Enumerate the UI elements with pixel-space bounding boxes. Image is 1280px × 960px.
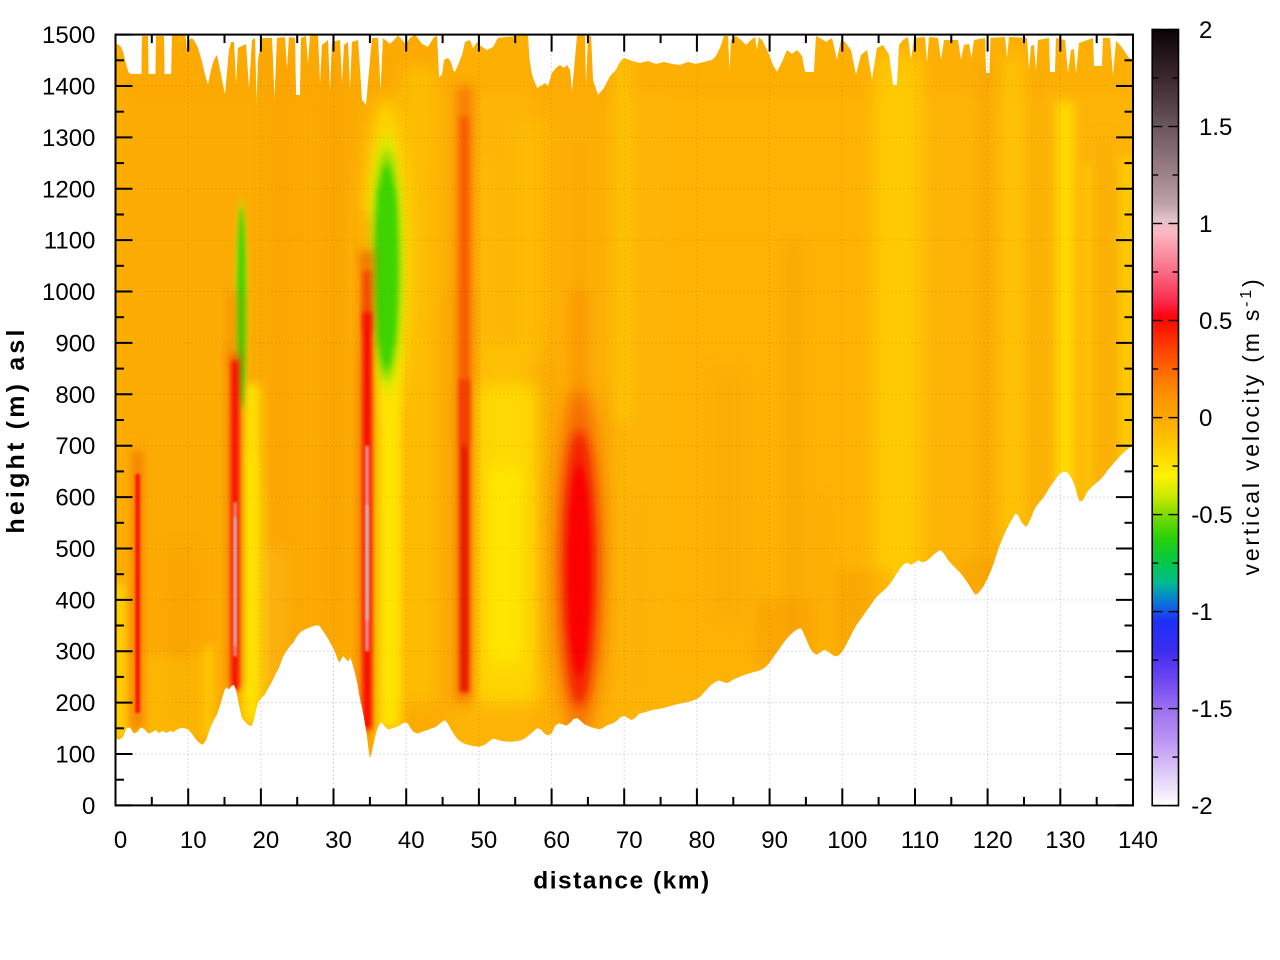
svg-text:-0.5: -0.5 xyxy=(1191,502,1232,529)
svg-text:0: 0 xyxy=(114,827,127,854)
svg-text:70: 70 xyxy=(616,827,643,854)
svg-text:1: 1 xyxy=(1199,211,1212,238)
svg-text:600: 600 xyxy=(55,485,95,512)
svg-text:0.5: 0.5 xyxy=(1199,308,1232,335)
svg-text:800: 800 xyxy=(55,382,95,409)
svg-text:500: 500 xyxy=(55,536,95,563)
svg-text:2: 2 xyxy=(1199,17,1212,44)
svg-text:-1.5: -1.5 xyxy=(1191,696,1232,723)
svg-text:700: 700 xyxy=(55,433,95,460)
svg-text:-1: -1 xyxy=(1191,599,1212,626)
svg-text:130: 130 xyxy=(1045,827,1085,854)
svg-text:vertical velocity (m s-1): vertical velocity (m s-1) xyxy=(1238,277,1264,576)
svg-text:30: 30 xyxy=(325,827,352,854)
svg-text:0: 0 xyxy=(1199,405,1212,432)
svg-text:distance (km): distance (km) xyxy=(533,868,710,895)
svg-text:200: 200 xyxy=(55,690,95,717)
svg-text:1.5: 1.5 xyxy=(1199,114,1232,141)
svg-text:height (m) asl: height (m) asl xyxy=(2,326,30,533)
svg-text:1200: 1200 xyxy=(42,176,95,203)
svg-text:0: 0 xyxy=(82,793,95,820)
svg-text:40: 40 xyxy=(398,827,425,854)
svg-text:1000: 1000 xyxy=(42,279,95,306)
svg-text:110: 110 xyxy=(901,827,939,854)
svg-text:90: 90 xyxy=(761,827,788,854)
svg-text:-2: -2 xyxy=(1191,793,1212,820)
svg-text:400: 400 xyxy=(55,587,95,614)
svg-text:140: 140 xyxy=(1118,827,1158,854)
svg-text:60: 60 xyxy=(543,827,570,854)
svg-text:1100: 1100 xyxy=(44,228,96,255)
svg-text:10: 10 xyxy=(180,827,207,854)
svg-text:80: 80 xyxy=(689,827,716,854)
svg-text:120: 120 xyxy=(973,827,1013,854)
svg-text:1400: 1400 xyxy=(42,74,95,101)
svg-text:100: 100 xyxy=(827,827,867,854)
svg-text:100: 100 xyxy=(55,742,95,769)
svg-text:300: 300 xyxy=(55,639,95,666)
svg-text:1300: 1300 xyxy=(42,125,95,152)
svg-text:20: 20 xyxy=(253,827,280,854)
svg-text:50: 50 xyxy=(471,827,498,854)
svg-text:1500: 1500 xyxy=(42,22,95,49)
svg-text:900: 900 xyxy=(55,330,95,357)
